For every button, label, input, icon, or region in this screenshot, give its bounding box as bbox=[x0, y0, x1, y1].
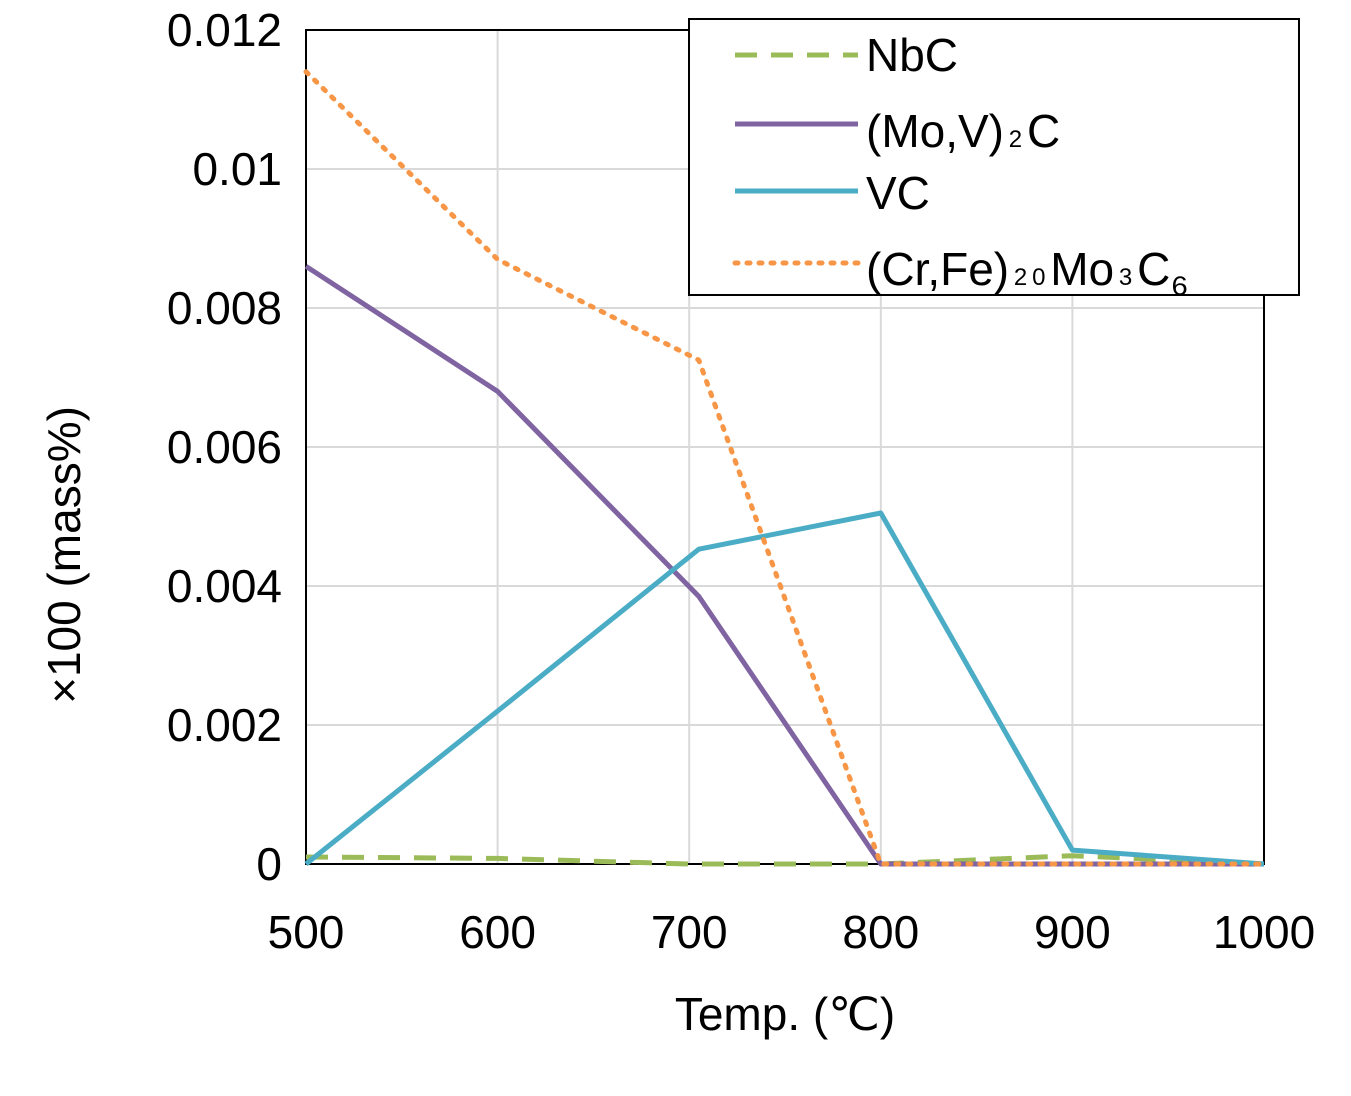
legend: NbC (Mo,V) 2 C VC (Cr,Fe) 2 0 Mo 3 C₆ bbox=[688, 18, 1300, 301]
legend-label-vc: VC bbox=[866, 167, 930, 219]
x-axis-title: Temp. (℃) bbox=[675, 988, 895, 1040]
x-tick-label: 500 bbox=[268, 906, 345, 958]
y-tick-label: 0 bbox=[256, 838, 282, 890]
x-tick-label: 600 bbox=[459, 906, 536, 958]
legend-label-mo-v-2c: (Mo,V) 2 C bbox=[866, 105, 1060, 157]
x-tick-label: 700 bbox=[651, 906, 728, 958]
series-line-cr-fe-mo-c bbox=[303, 69, 1267, 867]
y-axis-ticks: 0 0.002 0.004 0.006 0.008 0.01 0.012 bbox=[167, 4, 282, 890]
legend-label-nbc: NbC bbox=[866, 29, 958, 81]
y-tick-label: 0.008 bbox=[167, 282, 282, 334]
x-tick-label: 900 bbox=[1034, 906, 1111, 958]
y-axis-title: ×100 (mass%) bbox=[38, 406, 90, 704]
y-tick-label: 0.002 bbox=[167, 699, 282, 751]
x-tick-label: 1000 bbox=[1213, 906, 1315, 958]
y-tick-label: 0.01 bbox=[192, 143, 282, 195]
y-tick-label: 0.006 bbox=[167, 421, 282, 473]
series-layer bbox=[303, 69, 1267, 867]
series-line-nbc bbox=[305, 853, 1265, 867]
y-tick-label: 0.004 bbox=[167, 560, 282, 612]
x-tick-label: 800 bbox=[842, 906, 919, 958]
series-line-mo-v-c bbox=[304, 264, 1264, 867]
legend-box bbox=[688, 18, 1300, 296]
y-tick-label: 0.012 bbox=[167, 4, 282, 56]
series-line-vc bbox=[304, 510, 1265, 867]
x-axis-ticks: 500 600 700 800 900 1000 bbox=[268, 906, 1316, 958]
